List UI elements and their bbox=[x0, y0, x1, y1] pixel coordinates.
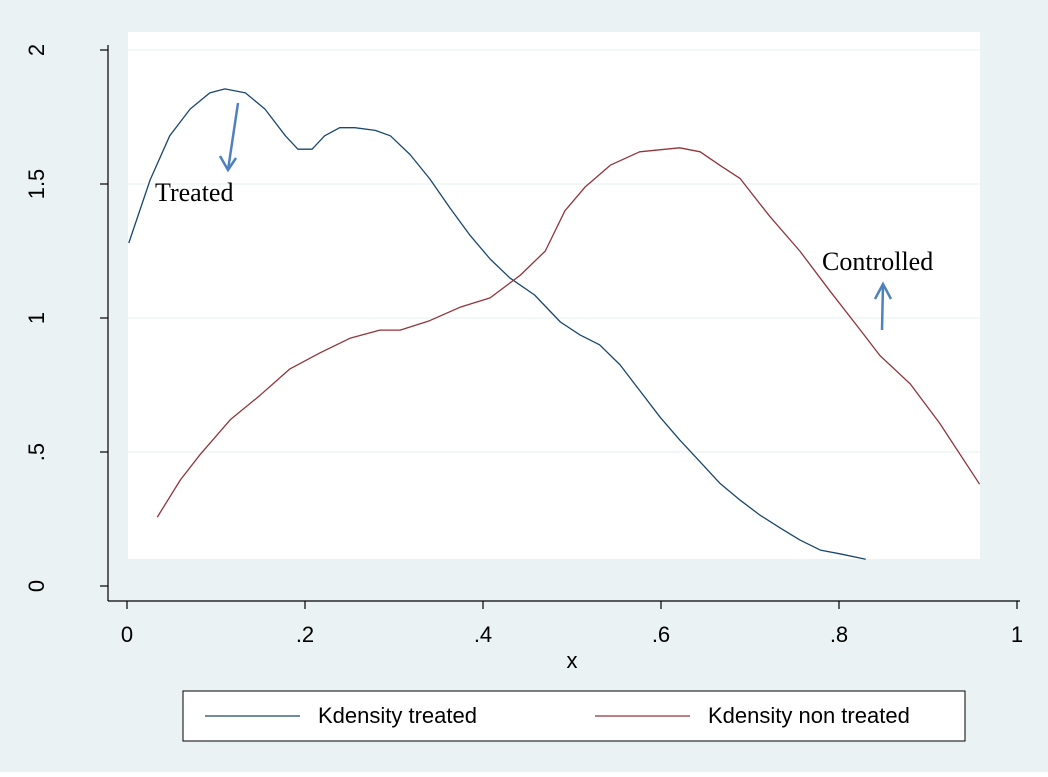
legend-label: Kdensity non treated bbox=[708, 703, 910, 728]
x-tick-label: .4 bbox=[474, 622, 492, 647]
x-tick-label: .6 bbox=[652, 622, 670, 647]
x-tick-label: .8 bbox=[830, 622, 848, 647]
series-line bbox=[156, 147, 981, 518]
y-tick-label: 2 bbox=[24, 44, 49, 56]
ticks: 0 .5 1 1.5 2 0 .2 .4 .6 .8 1 bbox=[24, 44, 1023, 647]
arrow bbox=[880, 283, 885, 331]
arrow-head bbox=[873, 281, 893, 300]
y-tick-label: .5 bbox=[24, 443, 49, 461]
y-tick-label: 1.5 bbox=[24, 169, 49, 200]
arrow bbox=[226, 102, 240, 171]
annotation: Controlled bbox=[822, 247, 933, 276]
legend-items: Kdensity treated Kdensity non treated bbox=[205, 703, 910, 728]
plot-area bbox=[128, 32, 980, 559]
x-tick-label: .2 bbox=[296, 622, 314, 647]
grid bbox=[128, 49, 980, 453]
arrow-head bbox=[218, 155, 238, 173]
annotation: Treated bbox=[155, 178, 233, 207]
x-tick-label: 1 bbox=[1011, 622, 1023, 647]
series-line bbox=[128, 88, 866, 560]
x-axis-title: x bbox=[567, 648, 578, 673]
arrows bbox=[218, 102, 893, 331]
legend-label: Kdensity treated bbox=[318, 703, 477, 728]
y-tick-label: 0 bbox=[24, 580, 49, 592]
x-tick-label: 0 bbox=[121, 622, 133, 647]
lines bbox=[128, 88, 981, 560]
legend bbox=[182, 690, 966, 742]
y-tick-label: 1 bbox=[24, 312, 49, 324]
